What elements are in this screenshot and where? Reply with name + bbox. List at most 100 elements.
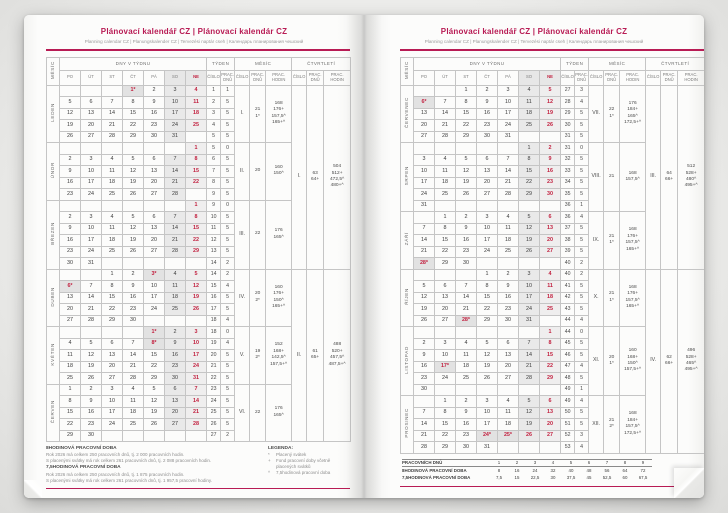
day-cell: 26 [184, 303, 208, 316]
day-cell: 17 [476, 418, 498, 431]
day-cell: 8 [184, 211, 208, 224]
day-cell: 13 [143, 222, 165, 235]
day-cell: 13 [538, 222, 562, 235]
day-cell: 12 [518, 406, 540, 419]
month-workdays: 21 1* [603, 211, 621, 270]
day-cell: 11 [184, 96, 208, 109]
legend-text: Fond pracovní doby včetně placených svát… [276, 458, 331, 470]
day-cell: 5 [59, 96, 81, 109]
day-cell [413, 142, 435, 155]
month-numeral: IX. [588, 211, 605, 270]
day-cell [476, 257, 498, 270]
month-label: ČERVENEC [400, 84, 414, 143]
day-cell: 14 [413, 234, 435, 247]
day-cell: 1 [184, 142, 208, 155]
legend-item: ^ 7,5hodinová pracovní doba [268, 470, 350, 476]
day-cell: 30 [455, 257, 477, 270]
day-cell: 21 [80, 303, 102, 316]
day-cell: 18 [434, 176, 456, 189]
week-workdays-cell: 5 [220, 372, 236, 385]
week-workdays-cell: 4 [574, 211, 590, 224]
week-workdays-cell: 5 [220, 211, 236, 224]
day-cell: 7 [413, 222, 435, 235]
day-cell: 14 [497, 165, 519, 178]
day-cell: 26 [80, 372, 102, 385]
day-cell: 25 [101, 188, 123, 201]
day-cell: 28 [184, 418, 208, 431]
day-cell: 15 [538, 349, 562, 362]
day-cell: 25 [184, 119, 208, 132]
header-day-ne: NE [184, 69, 208, 86]
week-workdays-cell: 5 [574, 280, 590, 293]
day-cell: 8 [59, 395, 81, 408]
day-cell [184, 188, 208, 201]
day-cell: 22 [143, 360, 165, 373]
day-cell: 12 [143, 395, 165, 408]
day-cell: 2 [538, 142, 562, 155]
week-workdays-cell: 4 [220, 280, 236, 293]
quarter-workhours: 488 520+ 457,5^ 487,5+^ [323, 268, 352, 442]
day-cell [143, 314, 165, 327]
day-cell: 28 [101, 130, 123, 143]
day-cell: 6 [143, 153, 165, 166]
week-workdays-cell: 5 [220, 383, 236, 396]
day-cell: 11 [164, 280, 186, 293]
day-cell: 22 [434, 429, 456, 442]
quarter-workdays: 61 65+ [306, 268, 325, 442]
month-numeral: II. [234, 142, 251, 201]
day-cell: 24 [164, 119, 186, 132]
quarter-workhours: 496 528+ 465^ 495+^ [677, 268, 704, 454]
day-cell: 3 [476, 211, 498, 224]
day-cell: 25 [122, 418, 144, 431]
header-subcol-1: PRAC. DNŮ [574, 69, 590, 86]
week-number-cell: 53 [560, 441, 576, 454]
month-numeral: IV. [234, 268, 251, 327]
day-cell: 31 [164, 130, 186, 143]
day-cell: 6 [476, 153, 498, 166]
day-cell: 8 [518, 153, 540, 166]
month-numeral: VI. [234, 383, 251, 442]
day-cell: 22 [184, 234, 208, 247]
month-label: ÚNOR [46, 142, 60, 201]
day-cell: 21 [164, 176, 186, 189]
week-number-cell: 3 [206, 107, 222, 120]
day-cell: 16 [455, 234, 477, 247]
day-cell: 29 [101, 314, 123, 327]
week-workdays-cell: 4 [574, 314, 590, 327]
day-cell: 11 [538, 280, 562, 293]
day-cell: 7 [164, 153, 186, 166]
mini-value-cell: 56 [604, 468, 610, 473]
day-cell: 27 [413, 130, 435, 143]
title-rule [400, 49, 704, 51]
day-cell: 24* [476, 429, 498, 442]
week-workdays-cell: 2 [574, 268, 590, 281]
day-cell [184, 314, 208, 327]
day-cell: 23 [59, 188, 81, 201]
day-cell: 31 [518, 314, 540, 327]
day-cell: 27 [164, 418, 186, 431]
day-cell: 12 [122, 222, 144, 235]
day-cell: 19 [455, 176, 477, 189]
month-workhours: 168 176+ 157,5^ 165+^ [619, 268, 647, 327]
day-cell: 23 [476, 119, 498, 132]
week-number-cell: 5 [206, 142, 222, 155]
day-cell: 10 [497, 96, 519, 109]
mini-value-cell: 2 [508, 458, 526, 467]
mini-value-cell: 8 [497, 468, 501, 473]
day-cell: 7 [80, 280, 102, 293]
week-number-cell: 24 [206, 395, 222, 408]
day-cell: 15 [184, 165, 208, 178]
page-curl-bottom-left [24, 480, 42, 498]
week-number-cell: 35 [560, 188, 576, 201]
week-number-cell: 10 [206, 211, 222, 224]
week-number-cell: 51 [560, 418, 576, 431]
day-cell: 12 [80, 349, 102, 362]
footer-rule [46, 487, 350, 490]
day-cell: 16 [59, 234, 81, 247]
day-cell: 18 [101, 234, 123, 247]
day-cell: 9 [59, 165, 81, 178]
month-numeral: X. [588, 268, 605, 327]
day-cell [434, 199, 456, 212]
day-cell: 30 [164, 372, 186, 385]
month-label: SRPEN [400, 142, 414, 212]
